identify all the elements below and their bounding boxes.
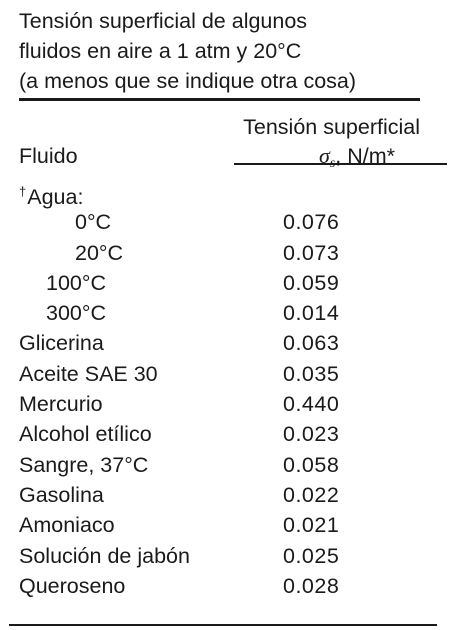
fluid-name: Amoniaco [19,510,115,540]
caption-divider [19,98,420,101]
table-row: Solución de jabón 0.025 [19,541,420,571]
header-fluid: Fluido [19,144,78,168]
fluid-label: Alcohol etílico [19,422,152,447]
surface-tension-value: 0.073 [283,240,340,265]
fluid-name: Aceite SAE 30 [19,359,158,389]
dagger-footnote-mark: † [19,184,27,199]
fluid-label: Solución de jabón [19,543,190,568]
surface-tension-value: 0.063 [283,331,340,356]
fluid-name: †Agua: [19,177,83,212]
header-divider [234,163,447,165]
fluid-label: 100°C [46,270,106,295]
table-row: Mercurio 0.440 [19,389,420,419]
fluid-label: 0°C [75,210,112,235]
table-row: Amoniaco 0.021 [19,510,420,540]
surface-tension-value: 0.028 [283,573,340,598]
surface-tension-value: 0.076 [283,210,340,235]
table-row: Glicerina 0.063 [19,328,420,358]
surface-tension-value: 0.023 [283,422,340,447]
fluid-name: Glicerina [19,328,104,358]
surface-tension-value: 0.059 [283,270,340,295]
header-value-units: σs, N/m* [319,143,395,177]
fluid-label: Aceite SAE 30 [19,361,158,386]
fluid-label: Agua: [27,185,84,209]
surface-tension-value: 0.035 [283,361,340,386]
table-row: Queroseno 0.028 [19,571,420,601]
table-row: 100°C 0.059 [19,268,420,298]
fluid-label: Amoniaco [19,513,115,538]
table-bottom-rule [9,624,437,626]
fluid-label: Mercurio [19,392,103,417]
sigma-letter: σ [318,143,330,168]
table-row: 300°C 0.014 [19,298,420,328]
surface-tension-value: 0.025 [283,543,340,568]
fluid-label: 20°C [75,240,124,265]
table-body: †Agua: 0°C 0.076 20°C 0.073 100°C 0.059 300°C 0.… [19,177,420,601]
fluid-name: Alcohol etílico [19,419,152,449]
surface-tension-value: 0.058 [283,452,340,477]
fluid-name: Queroseno [19,571,125,601]
table-caption-line-3: (a menos que se indique otra cosa) [19,69,357,93]
fluid-name: 300°C [46,298,106,328]
fluid-label: Gasolina [19,482,104,507]
surface-tension-value: 0.021 [283,513,340,538]
table-caption-line-1: Tensión superficial de algunos [19,9,308,33]
fluid-name: 0°C [75,207,111,237]
fluid-label: Sangre, 37°C [19,452,149,477]
header-value-title: Tensión superficial [243,115,420,139]
surface-tension-value: 0.022 [283,482,340,507]
fluid-name: Mercurio [19,389,103,419]
fluid-label: 300°C [46,301,106,326]
table-row: †Agua: [19,177,420,209]
surface-tension-value: 0.440 [283,392,340,417]
table-header: Tensión superficial Fluido σs, N/m* [19,101,420,171]
fluid-name: Gasolina [19,480,104,510]
surface-tension-value: 0.014 [283,301,340,326]
table-row: Aceite SAE 30 0.035 [19,359,420,389]
fluid-label: Queroseno [19,573,126,598]
fluid-name: Solución de jabón [19,541,190,571]
table-row: 20°C 0.073 [19,238,420,268]
table-row: 0°C 0.076 [19,207,420,237]
table-row: Alcohol etílico 0.023 [19,419,420,449]
surface-tension-table: Tensión superficial de algunos fluidos e… [19,6,420,171]
fluid-name: 20°C [75,238,123,268]
table-row: Sangre, 37°C 0.058 [19,450,420,480]
fluid-name: 100°C [46,268,106,298]
fluid-label: Glicerina [19,331,104,356]
fluid-name: Sangre, 37°C [19,450,148,480]
table-row: Gasolina 0.022 [19,480,420,510]
table-caption-line-2: fluidos en aire a 1 atm y 20°C [19,39,302,63]
